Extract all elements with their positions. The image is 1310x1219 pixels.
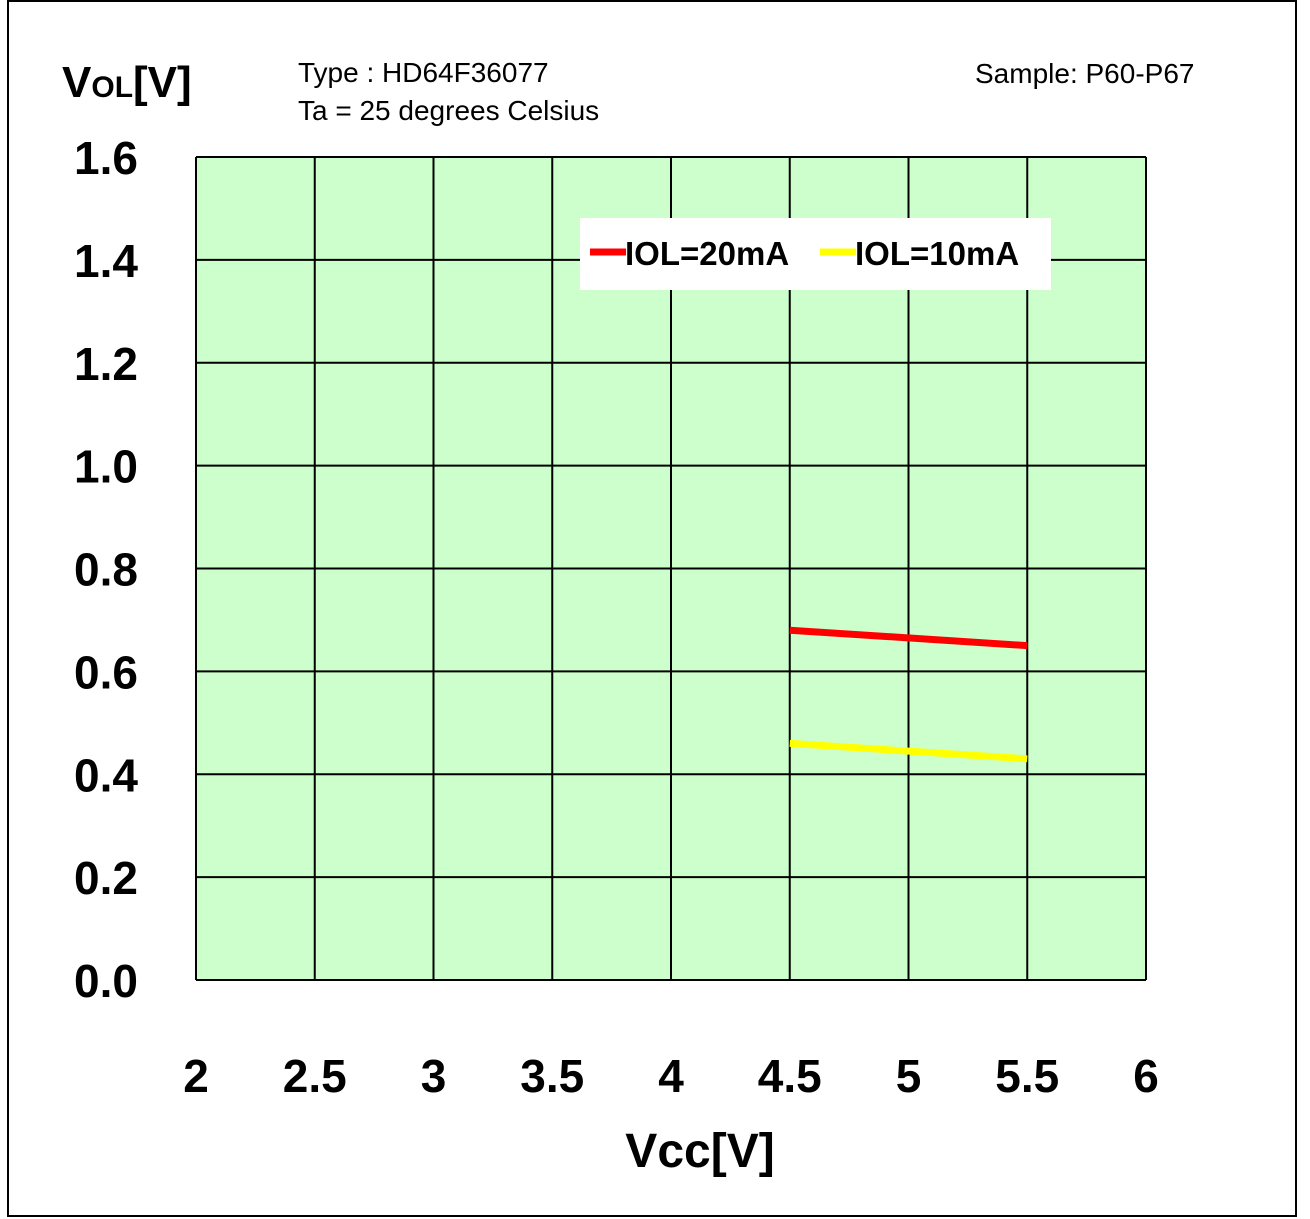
x-tick-label: 4 [658,1050,684,1102]
y-tick-label: 1.6 [74,132,138,184]
x-tick-label: 2.5 [283,1050,347,1102]
x-tick-label: 3 [421,1050,447,1102]
x-tick-label: 3.5 [520,1050,584,1102]
y-tick-label: 0.0 [74,955,138,1007]
device-type-label: Type : HD64F36077 [298,57,549,88]
x-tick-label: 5.5 [995,1050,1059,1102]
figure-frame [7,0,1297,1217]
x-tick-label: 4.5 [758,1050,822,1102]
legend-label-1: IOL=20mA [625,235,789,272]
y-tick-label: 0.2 [74,852,138,904]
y-axis-title: VOL[V] [62,58,192,107]
y-tick-label: 0.6 [74,646,138,698]
series-line-1 [789,626,1028,650]
y-tick-label: 1.4 [74,235,138,287]
series-line-2 [789,739,1028,763]
y-tick-label: 1.2 [74,338,138,390]
y-tick-label: 1.0 [74,441,138,493]
temperature-label: Ta = 25 degrees Celsius [298,95,600,126]
legend-label-2: IOL=10mA [855,235,1019,272]
x-tick-label: 6 [1133,1050,1159,1102]
y-tick-label: 0.8 [74,544,138,596]
x-axis-title: Vcc[V] [625,1125,775,1178]
y-tick-label: 0.4 [74,749,138,801]
sample-label: Sample: P60-P67 [975,58,1195,89]
x-tick-label: 5 [896,1050,922,1102]
x-tick-label: 2 [183,1050,209,1102]
legend-box [580,218,1051,290]
